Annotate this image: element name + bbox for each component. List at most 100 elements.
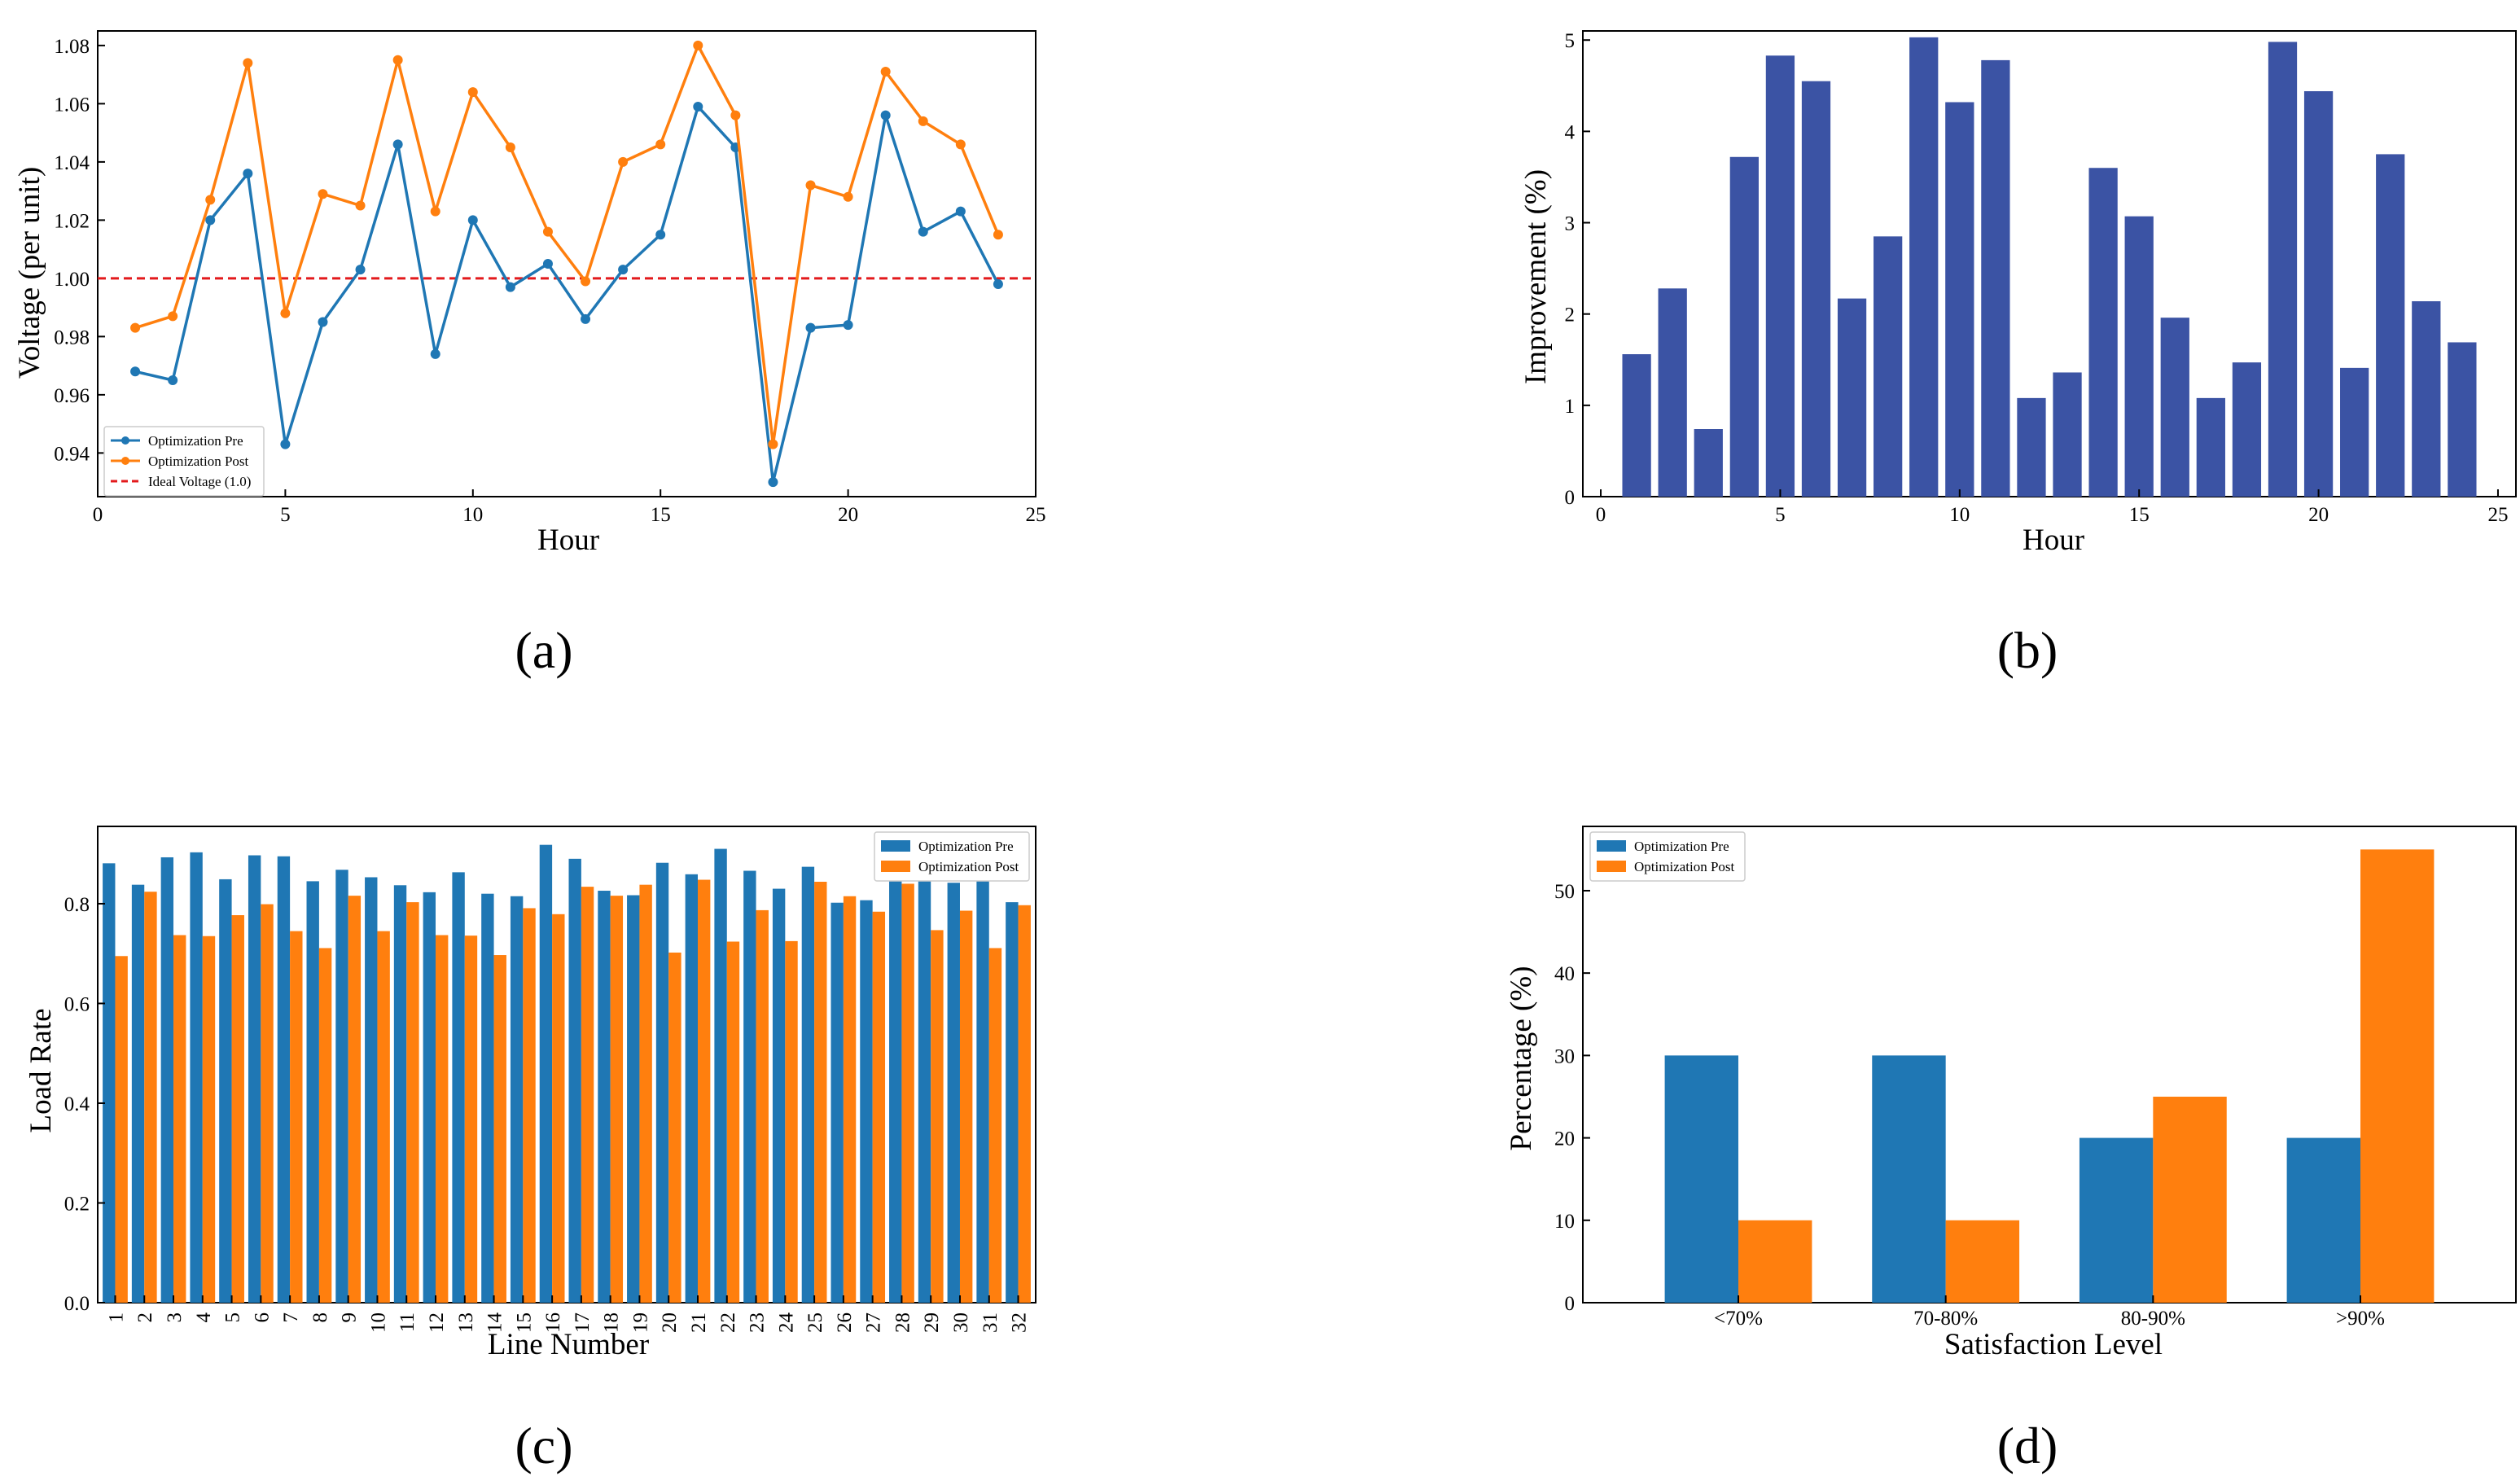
series-line-post xyxy=(134,44,1000,446)
legend-marker xyxy=(121,457,129,465)
bar-pre xyxy=(335,870,348,1303)
bar-post xyxy=(872,911,886,1303)
chart-c-xtick-label: 8 xyxy=(309,1312,331,1323)
bar-pre xyxy=(160,857,174,1303)
bar-post xyxy=(931,930,944,1303)
bar-pre xyxy=(976,872,989,1303)
chart-b-plot-area: 0 1 2 3 4 5 0 5 10 15 20 25 xyxy=(1565,30,2517,526)
bar-improvement xyxy=(2160,318,2189,497)
chart-b-xtick-label: 10 xyxy=(1949,504,1970,526)
chart-a-ylabel: Voltage (per unit) xyxy=(13,167,46,379)
data-point-post xyxy=(655,139,666,150)
data-point-post xyxy=(280,308,291,318)
bar-post xyxy=(581,887,594,1303)
chart-b-ytick-label: 3 xyxy=(1565,213,1576,235)
chart-d-xlabel: Satisfaction Level xyxy=(1944,1328,2163,1361)
chart-c-xtick-label: 32 xyxy=(1009,1312,1031,1333)
chart-d-satisfaction: 0 10 20 30 40 50 <70% 70-80% 80-90% >90% Optimizat… xyxy=(1505,826,2517,1474)
chart-c-ylabel: Load Rate xyxy=(24,1008,58,1133)
chart-a-legend xyxy=(103,426,265,497)
data-point-pre xyxy=(505,282,515,292)
bar-post xyxy=(610,896,624,1303)
legend-label: Optimization Post xyxy=(918,859,1019,874)
data-point-post xyxy=(430,206,440,217)
bar-post xyxy=(756,909,769,1303)
chart-c-xtick-label: 27 xyxy=(863,1312,885,1333)
data-point-pre xyxy=(467,215,478,226)
chart-c-xtick-label: 29 xyxy=(921,1312,943,1333)
chart-b-ytick-label: 4 xyxy=(1565,121,1576,143)
chart-a-voltage: 0.94 0.96 0.98 1.00 1.02 1.04 1.06 1.08 0 5 10 15 20… xyxy=(13,30,1046,679)
chart-c-xtick-label: 28 xyxy=(892,1312,914,1333)
bar-pre xyxy=(1664,1055,1738,1303)
data-point-post xyxy=(467,87,478,98)
data-point-post xyxy=(130,322,141,333)
chart-b-ytick-label: 5 xyxy=(1565,30,1576,52)
chart-b-ytick-label: 1 xyxy=(1565,396,1576,418)
bar-improvement xyxy=(2376,154,2405,497)
bar-improvement xyxy=(1658,288,1687,497)
data-point-pre xyxy=(693,101,703,112)
data-point-post xyxy=(955,139,966,150)
bar-post xyxy=(959,910,973,1303)
chart-d-ytick-label: 30 xyxy=(1554,1045,1575,1067)
chart-b-xtick-label: 25 xyxy=(2487,504,2508,526)
chart-c-xtick-label: 5 xyxy=(222,1312,244,1323)
series-line-pre xyxy=(134,105,1000,484)
bar-pre xyxy=(831,902,844,1303)
bar-improvement xyxy=(1874,236,1903,497)
chart-d-legend xyxy=(1589,831,1746,882)
bar-post xyxy=(377,931,390,1303)
chart-c-ytick-label: 0.2 xyxy=(64,1193,90,1215)
chart-d-plot-area: 0 10 20 30 40 50 <70% 70-80% 80-90% >90% Optimizat… xyxy=(1554,826,2517,1330)
data-point-pre xyxy=(542,259,553,269)
chart-a-ytick-label: 1.02 xyxy=(54,210,90,232)
chart-a-plot-area: 0.94 0.96 0.98 1.00 1.02 1.04 1.06 1.08 0 5 10 15 20… xyxy=(54,30,1046,526)
data-point-post xyxy=(205,195,216,205)
chart-c-xtick-label: 25 xyxy=(804,1312,826,1333)
bar-post xyxy=(231,915,244,1303)
bar-post xyxy=(2360,849,2435,1303)
chart-c-plot-area: 0.00.20.40.60.81 2 3 4 5 6 7 8 9 10 11 12 13 14 15 16 17… xyxy=(64,826,1036,1333)
bar-pre xyxy=(423,892,436,1303)
bar-pre xyxy=(277,856,291,1303)
bar-improvement xyxy=(1765,55,1795,497)
bar-pre xyxy=(131,884,145,1303)
chart-a-xtick-label: 25 xyxy=(1026,504,1046,526)
chart-d-ytick-label: 50 xyxy=(1554,881,1575,903)
bar-post xyxy=(785,940,798,1303)
bar-post xyxy=(318,948,332,1303)
bar-pre xyxy=(248,855,261,1303)
legend-swatch xyxy=(881,861,910,872)
bar-post xyxy=(406,902,419,1303)
data-point-pre xyxy=(243,169,253,179)
data-point-post xyxy=(730,110,741,120)
chart-a-ytick-label: 0.94 xyxy=(54,443,90,465)
chart-c-xtick-label: 16 xyxy=(542,1312,564,1333)
chart-d-xtick-label: <70% xyxy=(1714,1308,1763,1330)
bar-post xyxy=(290,931,303,1303)
bar-improvement xyxy=(2017,397,2046,497)
bar-post xyxy=(1945,1220,2020,1303)
data-point-post xyxy=(243,58,253,68)
bar-post xyxy=(1738,1220,1812,1303)
chart-c-xtick-label: 24 xyxy=(775,1312,797,1334)
chart-c-xtick-label: 6 xyxy=(251,1312,273,1323)
bar-post xyxy=(726,941,740,1303)
bar-pre xyxy=(2286,1137,2360,1303)
bar-post xyxy=(173,935,186,1303)
legend-label: Optimization Post xyxy=(1634,859,1735,874)
bar-post xyxy=(639,884,652,1303)
bar-post xyxy=(843,896,857,1303)
data-point-pre xyxy=(768,477,778,488)
chart-a-ytick-label: 0.96 xyxy=(54,385,90,407)
bar-pre xyxy=(190,852,203,1303)
panel-label-d: (d) xyxy=(1997,1417,2058,1474)
data-point-pre xyxy=(130,366,141,377)
data-point-post xyxy=(168,311,178,322)
data-point-post xyxy=(542,226,553,237)
chart-b-xtick-label: 20 xyxy=(2308,504,2329,526)
chart-c-xtick-label: 2 xyxy=(134,1312,156,1323)
chart-c-legend xyxy=(874,831,1030,882)
legend-label: Optimization Pre xyxy=(1634,839,1729,854)
